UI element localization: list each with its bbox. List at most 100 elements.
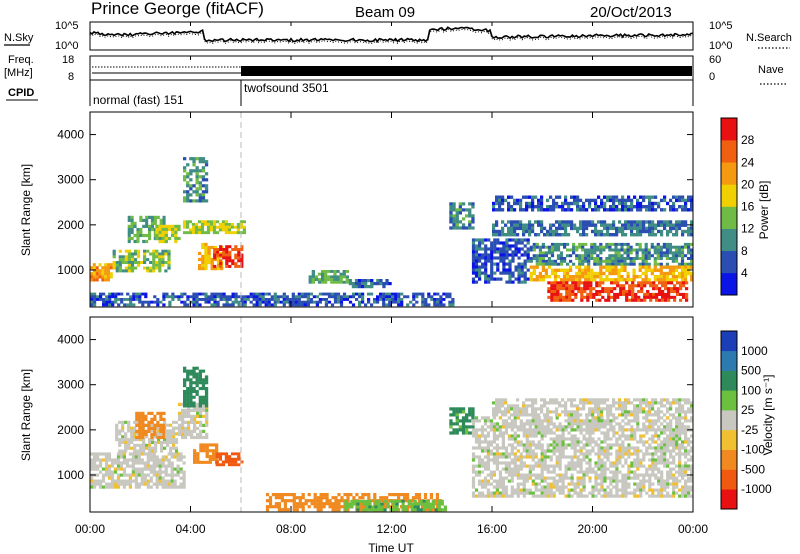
- heatmap-cell: [118, 255, 122, 259]
- heatmap-cell: [609, 226, 613, 231]
- heatmap-cell: [177, 423, 182, 427]
- heatmap-cell: [160, 446, 164, 450]
- heatmap-cell: [633, 220, 637, 224]
- heatmap-cell: [576, 479, 580, 483]
- heatmap-cell: [177, 295, 181, 299]
- heatmap-cell: [543, 428, 547, 432]
- heatmap-cell: [671, 275, 675, 279]
- heatmap-cell: [531, 434, 535, 438]
- heatmap-cell: [541, 262, 545, 266]
- heatmap-cell: [173, 482, 177, 486]
- heatmap-cell: [471, 491, 476, 495]
- heatmap-cell: [576, 470, 580, 474]
- heatmap-cell: [146, 455, 150, 459]
- heatmap-cell: [498, 198, 502, 203]
- heatmap-cell: [588, 476, 592, 480]
- heatmap-cell: [574, 292, 578, 296]
- heatmap-cell: [348, 282, 353, 286]
- heatmap-cell: [636, 416, 640, 420]
- heatmap-cell: [502, 259, 506, 263]
- heatmap-cell: [159, 411, 163, 415]
- heatmap-cell: [201, 242, 205, 247]
- heatmap-cell: [311, 278, 315, 281]
- heatmap-cell: [538, 262, 542, 266]
- heatmap-cell: [367, 300, 371, 304]
- heatmap-cell: [683, 278, 688, 282]
- heatmap-cell: [357, 282, 362, 286]
- heatmap-cell: [283, 505, 287, 509]
- heatmap-cell: [483, 440, 488, 444]
- heatmap-cell: [130, 224, 134, 228]
- freq-nave-band: [241, 66, 692, 76]
- heatmap-cell: [222, 303, 226, 307]
- heatmap-cell: [127, 218, 131, 222]
- heatmap-cell: [684, 229, 688, 234]
- heatmap-cell: [195, 187, 199, 191]
- heatmap-cell: [630, 223, 634, 227]
- heatmap-cell: [437, 499, 441, 503]
- colorbar-swatch: [721, 118, 737, 141]
- heatmap-cell: [594, 226, 598, 231]
- heatmap-cell: [641, 271, 645, 276]
- heatmap-cell: [576, 195, 580, 199]
- heatmap-cell: [642, 434, 646, 438]
- heatmap-cell: [627, 455, 631, 459]
- heatmap-cell: [505, 250, 509, 254]
- heatmap-cell: [286, 508, 290, 512]
- heatmap-cell: [580, 298, 584, 302]
- heatmap-cell: [234, 245, 238, 249]
- heatmap-cell: [107, 278, 110, 282]
- heatmap-cell: [550, 284, 554, 288]
- heatmap-cell: [216, 300, 220, 304]
- heatmap-cell: [546, 208, 550, 212]
- heatmap-cell: [665, 242, 669, 246]
- heatmap-cell: [211, 443, 216, 447]
- heatmap-cell: [511, 250, 515, 254]
- heatmap-cell: [471, 407, 475, 411]
- heatmap-cell: [147, 420, 151, 424]
- heatmap-cell: [598, 284, 602, 288]
- heatmap-cell: [193, 457, 197, 461]
- heatmap-cell: [370, 282, 374, 286]
- heatmap-cell: [356, 505, 360, 509]
- heatmap-cell: [201, 160, 206, 164]
- heatmap-cell: [609, 208, 613, 212]
- heatmap-cell: [674, 265, 679, 269]
- heatmap-cell: [420, 505, 425, 509]
- heatmap-cell: [666, 223, 670, 227]
- heatmap-cell: [659, 248, 663, 252]
- heatmap-cell: [547, 248, 551, 252]
- heatmap-cell: [474, 419, 479, 423]
- heatmap-cell: [626, 262, 630, 266]
- heatmap-cell: [579, 419, 583, 423]
- heatmap-cell: [653, 275, 657, 279]
- heatmap-cell: [650, 271, 654, 276]
- heatmap-cell: [211, 457, 216, 461]
- heatmap-cell: [613, 295, 617, 299]
- heatmap-cell: [498, 494, 502, 498]
- heatmap-cell: [508, 265, 512, 269]
- heatmap-cell: [240, 460, 244, 464]
- heatmap-cell: [282, 292, 286, 296]
- heatmap-cell: [666, 446, 670, 450]
- heatmap-cell: [549, 208, 553, 212]
- heatmap-cell: [492, 491, 496, 495]
- heatmap-cell: [461, 419, 466, 423]
- heatmap-cell: [474, 268, 479, 272]
- heatmap-cell: [660, 485, 664, 489]
- heatmap-cell: [675, 195, 679, 199]
- heatmap-cell: [194, 231, 199, 235]
- heatmap-cell: [621, 464, 625, 468]
- heatmap-cell: [385, 295, 389, 299]
- heatmap-cell: [177, 236, 181, 241]
- heatmap-cell: [159, 426, 163, 430]
- heatmap-cell: [461, 410, 466, 414]
- heatmap-cell: [618, 198, 622, 203]
- heatmap-cell: [191, 231, 196, 235]
- heatmap-cell: [644, 278, 648, 282]
- heatmap-cell: [614, 251, 618, 255]
- heatmap-cell: [597, 458, 601, 462]
- heatmap-cell: [599, 278, 603, 282]
- heatmap-cell: [519, 443, 523, 447]
- heatmap-cell: [552, 491, 556, 495]
